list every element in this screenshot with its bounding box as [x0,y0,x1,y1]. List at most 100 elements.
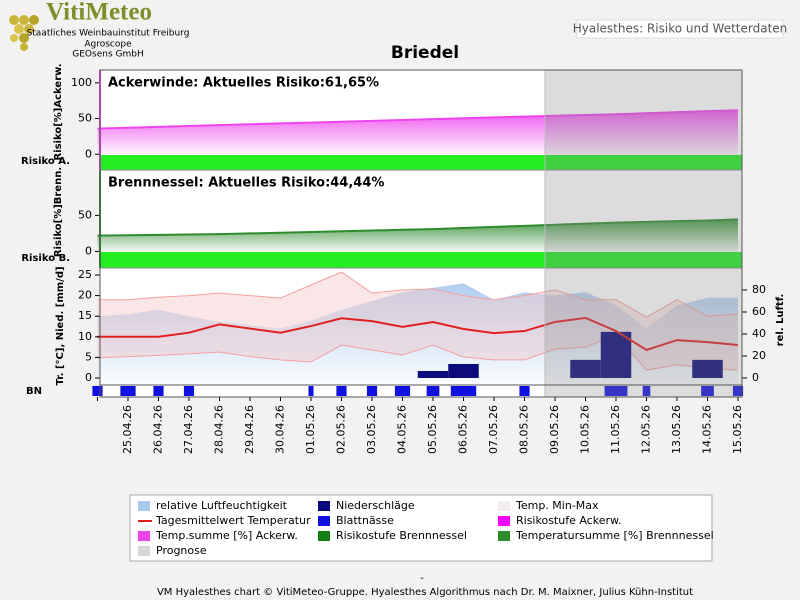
logo-line: GEOsens GmbH [72,50,143,60]
band-label: Risiko B. [21,253,70,264]
y-tick-label: 50 [78,208,92,221]
legend-box [129,494,713,562]
chart-title: Briedel [391,43,459,63]
precip-bar [570,359,601,378]
risk-line [97,109,739,130]
legend-swatch [498,501,510,511]
leaf-wetness [450,386,477,396]
x-tick-label: 12.05.26 [640,405,653,454]
legend-label: Tagesmittelwert Temperatur [155,514,311,527]
x-tick-label: 26.04.26 [152,405,165,454]
y-tick-label: 15 [78,309,92,322]
risk-line [97,218,739,237]
x-tick-label: 07.05.26 [487,405,500,454]
y-tick-label: 5 [85,350,92,363]
y2-label: rel. Luftf. [775,294,786,347]
y-tick-label: 20 [78,289,92,302]
footer-mark: - [420,573,424,584]
x-tick-label: 03.05.26 [365,405,378,454]
x-tick-label: 06.05.26 [457,405,470,454]
leaf-wetness [92,386,103,396]
precip-bar [600,331,632,378]
y2-tick-label: 80 [752,283,766,296]
x-tick-label: 01.05.26 [304,405,317,454]
risk-area [97,110,738,155]
risk-area [97,219,738,252]
y-tick-label: 100 [71,76,92,89]
legend-label: Prognose [156,544,207,557]
logo-line: Agroscope [84,40,132,50]
x-tick-label: 10.05.26 [579,405,592,454]
leaf-wetness [366,386,378,396]
leaf-wetness [701,386,714,396]
y2-tick-label: 60 [752,305,766,318]
legend-label: Temperatursumme [%] Brennnessel [515,529,714,542]
x-tick-label: 08.05.26 [518,405,531,454]
x-tick-label: 30.04.26 [274,405,287,454]
legend-swatch [498,531,510,541]
y2-tick-label: 20 [752,349,766,362]
legend-label: Temp. Min-Max [515,499,599,512]
x-tick-label: 28.04.26 [213,405,226,454]
leaf-wetness [336,386,347,396]
logo-line: Staatliches Weinbauinstitut Freiburg [27,29,190,39]
leaf-wetness [642,386,651,396]
x-tick-label: 25.04.26 [121,405,134,454]
y-tick-label: 25 [78,268,92,281]
legend-swatch [138,531,150,541]
x-tick-label: 04.05.26 [396,405,409,454]
risk-band [100,252,742,268]
legend-swatch [498,516,510,526]
logo-title: VitiMeteo [46,0,152,26]
title-box [576,19,784,39]
legend-swatch [318,531,330,541]
temp-max [97,271,739,318]
y-label: Risiko[%]Brenn. [53,167,64,257]
prognose-area [544,69,743,398]
x-tick-label: 13.05.26 [670,405,683,454]
legend-label: Blattnässe [336,514,394,527]
leaf-wetness [394,386,411,396]
logo: VitiMeteo Staatliches Weinbauinstitut Fr… [9,0,189,60]
leaf-wetness [426,386,440,396]
leaf-wetness [519,386,530,396]
legend-label: Temp.summe [%] Ackerw. [155,529,298,542]
leaf-wetness [153,386,164,396]
x-tick-label: 11.05.26 [609,405,622,454]
legend-swatch [138,546,150,556]
legend-swatch [318,501,330,511]
plot-frame [99,69,743,398]
y-tick-label: 0 [85,147,92,160]
y-tick-label: 0 [85,371,92,384]
page-title: Hyalesthes: Risiko und Wetterdaten [573,22,788,36]
legend-label: Risikostufe Brennnessel [336,529,467,542]
legend-label: Niederschläge [336,499,415,512]
leaf-wetness [308,386,314,396]
leaf-wetness [604,386,628,396]
precip-bar [692,359,723,378]
y-tick-label: 0 [85,244,92,257]
precip-bar [417,370,449,378]
y-tick-label: 50 [78,112,92,125]
x-tick-label: 15.05.26 [731,405,744,454]
humidity-area [97,283,738,385]
x-tick-label: 27.04.26 [182,405,195,454]
y-tick-label: 10 [78,330,92,343]
leaf-wetness [183,386,195,396]
risk-band [100,155,742,170]
x-tick-label: 29.04.26 [243,405,256,454]
x-tick-label: 02.05.26 [335,405,348,454]
footer: VM Hyalesthes chart © VitiMeteo-Gruppe. … [157,587,693,598]
x-tick-label: 09.05.26 [548,405,561,454]
strip-label: BN [26,386,42,397]
legend-swatch [318,516,330,526]
band-label: Risiko A. [21,156,70,167]
x-tick-label: 14.05.26 [701,405,714,454]
temp-mean-line [97,316,739,352]
annotation: Brennnessel: Aktuelles Risiko:44,44% [108,176,384,191]
x-tick-label: 05.05.26 [426,405,439,454]
y-label: Tr. [°C], Nied. [mm/d] [55,266,66,385]
legend-swatch [138,501,150,511]
